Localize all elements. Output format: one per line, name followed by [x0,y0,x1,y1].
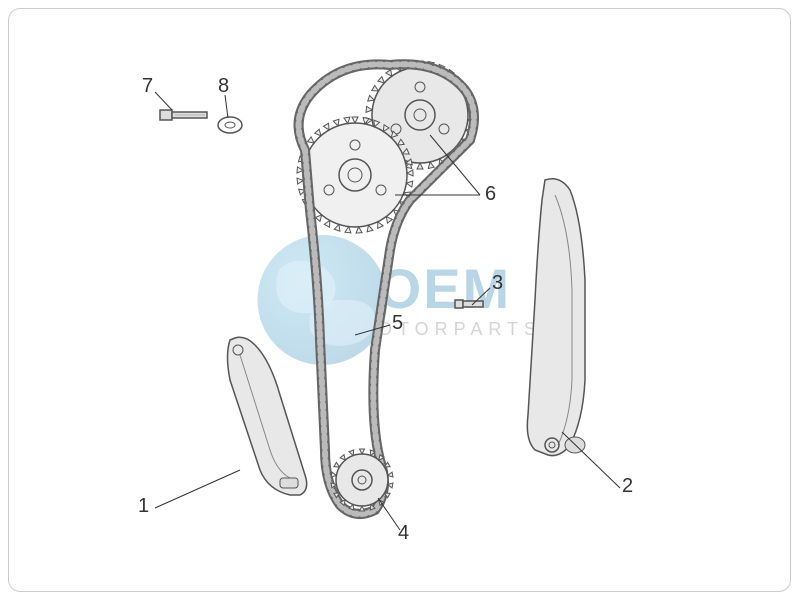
part-bolt [160,110,207,120]
part-washer [218,117,242,133]
part-chain-guide-left [228,337,307,495]
callout-5: 5 [392,312,403,335]
part-sprocket-lower [331,449,393,511]
callout-3: 3 [492,272,503,295]
callout-4: 4 [398,522,409,545]
parts-diagram-svg [0,0,799,600]
callout-1: 1 [138,495,149,518]
part-chain-guide-right [527,179,585,456]
callout-2: 2 [622,475,633,498]
part-pin [455,300,483,308]
callout-6: 6 [485,183,496,206]
diagram-container: -OEM MOTORPARTS [0,0,799,600]
callout-8: 8 [218,75,229,98]
callout-7: 7 [142,75,153,98]
